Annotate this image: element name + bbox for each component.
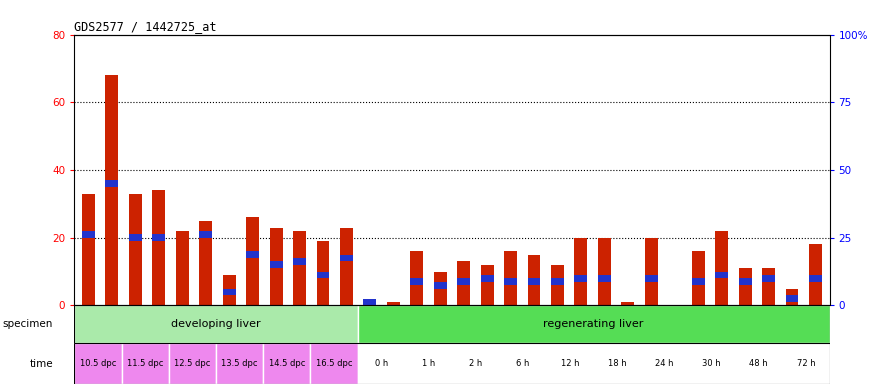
- Text: 14.5 dpc: 14.5 dpc: [269, 359, 305, 368]
- Bar: [786, 288, 798, 305]
- Bar: [598, 275, 611, 282]
- Text: 30 h: 30 h: [703, 359, 721, 368]
- Bar: [152, 234, 165, 241]
- Text: 48 h: 48 h: [749, 359, 768, 368]
- Bar: [169, 343, 216, 384]
- Bar: [688, 343, 735, 384]
- Bar: [340, 228, 353, 305]
- Bar: [621, 302, 634, 305]
- Bar: [645, 238, 658, 305]
- Bar: [74, 305, 358, 343]
- Text: 72 h: 72 h: [796, 359, 816, 368]
- Bar: [106, 75, 118, 305]
- Bar: [809, 275, 822, 282]
- Bar: [762, 268, 775, 305]
- Text: 16.5 dpc: 16.5 dpc: [316, 359, 353, 368]
- Bar: [311, 343, 358, 384]
- Bar: [593, 343, 640, 384]
- Bar: [410, 278, 424, 285]
- Text: 10.5 dpc: 10.5 dpc: [80, 359, 116, 368]
- Text: 12.5 dpc: 12.5 dpc: [174, 359, 211, 368]
- Bar: [129, 194, 142, 305]
- Bar: [293, 258, 306, 265]
- Bar: [715, 271, 728, 278]
- Bar: [458, 278, 470, 285]
- Text: 6 h: 6 h: [516, 359, 529, 368]
- Bar: [458, 262, 470, 305]
- Bar: [363, 299, 376, 305]
- Bar: [74, 343, 122, 384]
- Bar: [363, 299, 376, 305]
- Bar: [176, 231, 189, 305]
- Bar: [575, 275, 587, 282]
- Bar: [358, 305, 830, 343]
- Bar: [405, 343, 452, 384]
- Bar: [293, 231, 306, 305]
- Bar: [434, 271, 446, 305]
- Bar: [216, 343, 263, 384]
- Bar: [410, 251, 424, 305]
- Bar: [551, 278, 564, 285]
- Bar: [480, 265, 494, 305]
- Text: 1 h: 1 h: [422, 359, 435, 368]
- Bar: [82, 194, 94, 305]
- Bar: [598, 238, 611, 305]
- Bar: [340, 255, 353, 262]
- Bar: [317, 271, 329, 278]
- Bar: [480, 275, 494, 282]
- Bar: [504, 278, 517, 285]
- Bar: [692, 278, 704, 285]
- Bar: [152, 190, 165, 305]
- Bar: [358, 343, 405, 384]
- Bar: [270, 262, 283, 268]
- Bar: [223, 275, 235, 305]
- Text: time: time: [30, 359, 53, 369]
- Text: 18 h: 18 h: [608, 359, 626, 368]
- Bar: [528, 278, 541, 285]
- Bar: [246, 217, 259, 305]
- Bar: [200, 231, 212, 238]
- Bar: [735, 343, 782, 384]
- Bar: [551, 265, 564, 305]
- Bar: [452, 343, 499, 384]
- Bar: [782, 343, 830, 384]
- Bar: [263, 343, 311, 384]
- Bar: [387, 302, 400, 305]
- Bar: [317, 241, 329, 305]
- Bar: [106, 180, 118, 187]
- Bar: [82, 231, 94, 238]
- Bar: [640, 343, 688, 384]
- Bar: [692, 251, 704, 305]
- Bar: [715, 231, 728, 305]
- Text: 24 h: 24 h: [655, 359, 674, 368]
- Bar: [762, 275, 775, 282]
- Text: regenerating liver: regenerating liver: [543, 319, 644, 329]
- Bar: [129, 234, 142, 241]
- Bar: [738, 268, 752, 305]
- Text: 2 h: 2 h: [469, 359, 482, 368]
- Text: 11.5 dpc: 11.5 dpc: [127, 359, 164, 368]
- Bar: [499, 343, 546, 384]
- Bar: [246, 251, 259, 258]
- Bar: [528, 255, 541, 305]
- Text: GDS2577 / 1442725_at: GDS2577 / 1442725_at: [74, 20, 217, 33]
- Bar: [546, 343, 593, 384]
- Bar: [434, 282, 446, 288]
- Text: 12 h: 12 h: [561, 359, 579, 368]
- Bar: [504, 251, 517, 305]
- Text: specimen: specimen: [3, 319, 53, 329]
- Bar: [575, 238, 587, 305]
- Bar: [200, 221, 212, 305]
- Bar: [122, 343, 169, 384]
- Bar: [223, 288, 235, 295]
- Bar: [270, 228, 283, 305]
- Text: developing liver: developing liver: [172, 319, 261, 329]
- Bar: [786, 295, 798, 302]
- Bar: [645, 275, 658, 282]
- Bar: [809, 245, 822, 305]
- Text: 13.5 dpc: 13.5 dpc: [221, 359, 258, 368]
- Text: 0 h: 0 h: [374, 359, 388, 368]
- Bar: [738, 278, 752, 285]
